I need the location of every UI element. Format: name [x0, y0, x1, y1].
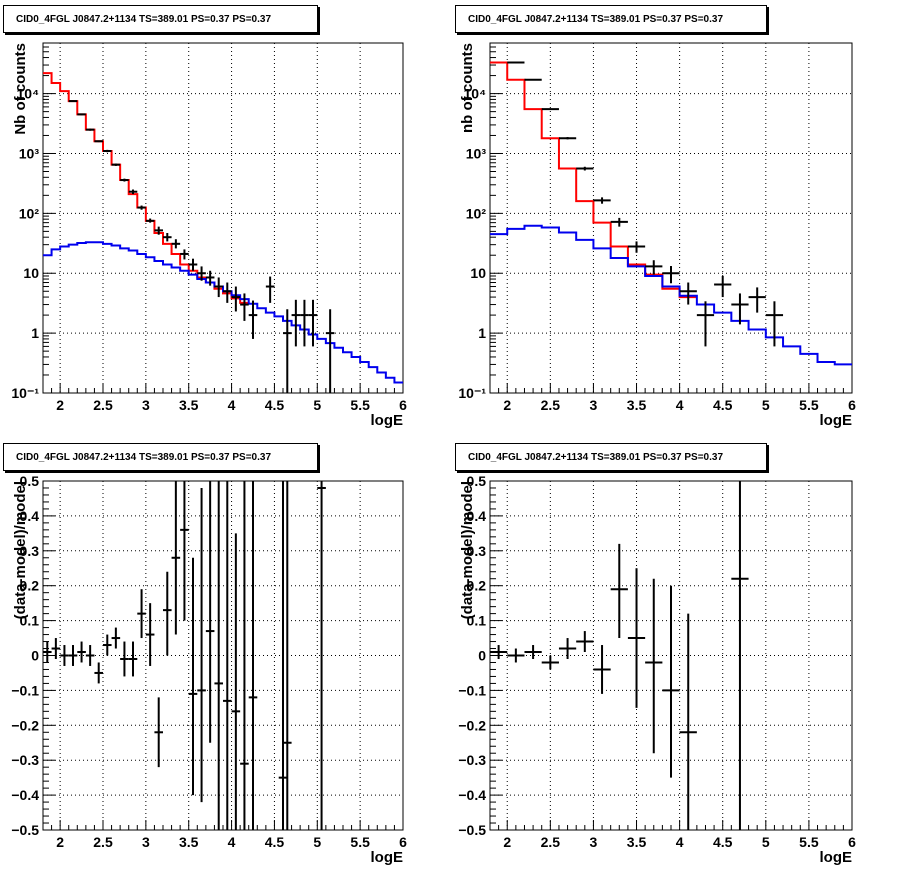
series-points-2 — [68, 100, 335, 393]
y-tick-label: 0 — [31, 648, 39, 664]
y-axis-label: (data-model)/model — [12, 481, 29, 619]
x-tick-label: 4.5 — [713, 397, 733, 413]
x-tick-label: 2 — [503, 834, 511, 850]
y-tick-label: 10² — [466, 205, 487, 221]
y-tick-label: −0.2 — [458, 717, 486, 733]
x-tick-label: 2.5 — [93, 834, 113, 850]
x-tick-label: 5 — [313, 397, 321, 413]
x-tick-label: 6 — [848, 397, 856, 413]
y-tick-label: 10⁻¹ — [458, 385, 486, 401]
x-tick-label: 6 — [848, 834, 856, 850]
y-tick-label: −0.5 — [458, 822, 486, 838]
y-tick-label: 1 — [478, 325, 486, 341]
grid — [490, 43, 853, 394]
series-points-2 — [507, 61, 784, 347]
x-tick-label: 3.5 — [627, 834, 647, 850]
y-tick-label: −0.3 — [458, 752, 486, 768]
x-tick-label: 2 — [56, 397, 64, 413]
x-tick-label: 6 — [399, 834, 407, 850]
x-axis-label: logE — [371, 412, 404, 429]
y-tick-label: 10³ — [466, 145, 487, 161]
x-tick-label: 2 — [503, 397, 511, 413]
x-tick-label: 3.5 — [179, 397, 199, 413]
y-tick-label: 0.4 — [467, 508, 487, 524]
x-tick-label: 2.5 — [541, 834, 561, 850]
x-tick-label: 4 — [228, 834, 236, 850]
panel-title-top-right: CID0_4FGL J0847.2+1134 TS=389.01 PS=0.37… — [455, 5, 767, 33]
plot-frame — [42, 42, 404, 394]
y-tick-label: 10 — [23, 265, 39, 281]
y-tick-label: 10² — [19, 205, 40, 221]
panel-title-bottom-right: CID0_4FGL J0847.2+1134 TS=389.01 PS=0.37… — [455, 443, 767, 471]
x-tick-label: 5.5 — [350, 397, 370, 413]
x-tick-label: 4 — [228, 397, 236, 413]
y-tick-label: −0.2 — [11, 717, 39, 733]
x-tick-label: 3.5 — [627, 397, 647, 413]
series-points-0 — [43, 481, 326, 830]
x-tick-label: 3 — [142, 834, 150, 850]
x-axis-label: logE — [820, 412, 853, 429]
panel-title-bottom-left: CID0_4FGL J0847.2+1134 TS=389.01 PS=0.37… — [3, 443, 318, 471]
y-tick-label: 10⁻¹ — [11, 385, 39, 401]
y-tick-label: 10⁴ — [17, 86, 40, 102]
x-tick-label: 5 — [313, 834, 321, 850]
y-tick-label: 0.5 — [20, 473, 40, 489]
series-step-1 — [43, 241, 403, 384]
y-tick-label: −0.4 — [11, 787, 39, 803]
y-tick-label: 0.2 — [20, 578, 40, 594]
x-tick-label: 4.5 — [265, 834, 285, 850]
x-tick-label: 4 — [676, 397, 684, 413]
y-tick-label: −0.1 — [458, 682, 486, 698]
y-tick-label: −0.5 — [11, 822, 39, 838]
x-tick-label: 6 — [399, 397, 407, 413]
panel-residual-left: 2 2.5 3 3.5 4 4.5 5 5.5 6 −0.5 −0.4 −0.3 −0.2 −0.1 0 0.… — [11, 473, 407, 866]
y-axis-label: (data-model)/model — [459, 481, 476, 619]
x-tick-label: 2 — [56, 834, 64, 850]
x-tick-label: 2.5 — [541, 397, 561, 413]
y-axis-label: Nb of counts — [12, 43, 29, 135]
y-tick-label: −0.4 — [458, 787, 486, 803]
grid — [43, 480, 404, 831]
x-tick-label: 4 — [676, 834, 684, 850]
grid — [43, 43, 404, 394]
x-tick-label: 5 — [762, 834, 770, 850]
panel-title-top-left: CID0_4FGL J0847.2+1134 TS=389.01 PS=0.37… — [3, 5, 318, 33]
x-tick-label: 5.5 — [350, 834, 370, 850]
y-tick-label: 0 — [478, 648, 486, 664]
y-tick-label: 10⁴ — [464, 86, 487, 102]
series-step-1 — [490, 224, 852, 366]
y-tick-label: 0.5 — [467, 473, 487, 489]
x-axis-label: logE — [820, 849, 853, 866]
x-axis-label: logE — [371, 849, 404, 866]
x-tick-label: 4.5 — [713, 834, 733, 850]
y-tick-label: 0.4 — [20, 508, 40, 524]
panel-residual-right: 2 2.5 3 3.5 4 4.5 5 5.5 6 −0.5 −0.4 −0.3 −0.2 −0.1 0 0.… — [458, 473, 856, 866]
x-tick-label: 5.5 — [799, 397, 819, 413]
x-tick-label: 3 — [142, 397, 150, 413]
x-tick-label: 4.5 — [265, 397, 285, 413]
panel-counts-left: 2 2.5 3 3.5 4 4.5 5 5.5 6 10⁻¹ 1 10 10² 10³ 10⁴ logE Nb … — [11, 42, 407, 429]
x-tick-label: 3.5 — [179, 834, 199, 850]
y-tick-label: −0.1 — [11, 682, 39, 698]
y-tick-label: 0.3 — [467, 543, 487, 559]
x-tick-label: 5.5 — [799, 834, 819, 850]
y-tick-label: 0.3 — [20, 543, 40, 559]
y-tick-label: 0.1 — [20, 613, 40, 629]
y-tick-label: 10³ — [19, 145, 40, 161]
y-tick-label: 0.1 — [467, 613, 487, 629]
y-tick-label: 10 — [470, 265, 486, 281]
series-points-0 — [490, 481, 749, 830]
y-tick-label: −0.3 — [11, 752, 39, 768]
y-tick-label: 0.2 — [467, 578, 487, 594]
x-tick-label: 3 — [590, 397, 598, 413]
y-axis-label: nb of counts — [459, 43, 476, 133]
y-tick-label: 1 — [31, 325, 39, 341]
panel-counts-right: 2 2.5 3 3.5 4 4.5 5 5.5 6 10⁻¹ 1 10 10² 10³ 10⁴ logE nb … — [458, 42, 856, 429]
x-tick-label: 3 — [590, 834, 598, 850]
x-tick-label: 2.5 — [93, 397, 113, 413]
x-tick-label: 5 — [762, 397, 770, 413]
plot-frame — [489, 42, 853, 394]
